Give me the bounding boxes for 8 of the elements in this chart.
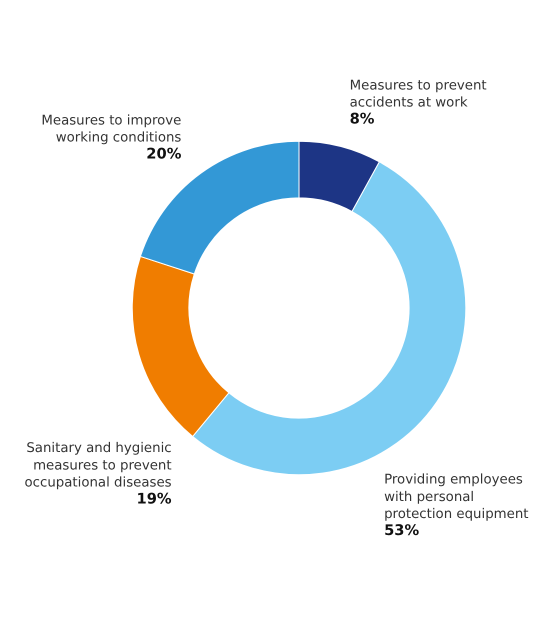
data-label: 8%	[350, 110, 375, 128]
slice-label: Providing employees with personal protection equipment	[384, 472, 529, 522]
data-label: 20%	[146, 146, 182, 163]
slice-label: Measures to improve working conditions	[41, 113, 182, 146]
slice-label: Sanitary and hygienic measures to prevent occupational diseases	[24, 441, 172, 491]
data-label: 19%	[136, 490, 172, 508]
data-label: 53%	[384, 522, 420, 540]
slice-label: Measures to prevent accidents at work	[350, 78, 487, 111]
